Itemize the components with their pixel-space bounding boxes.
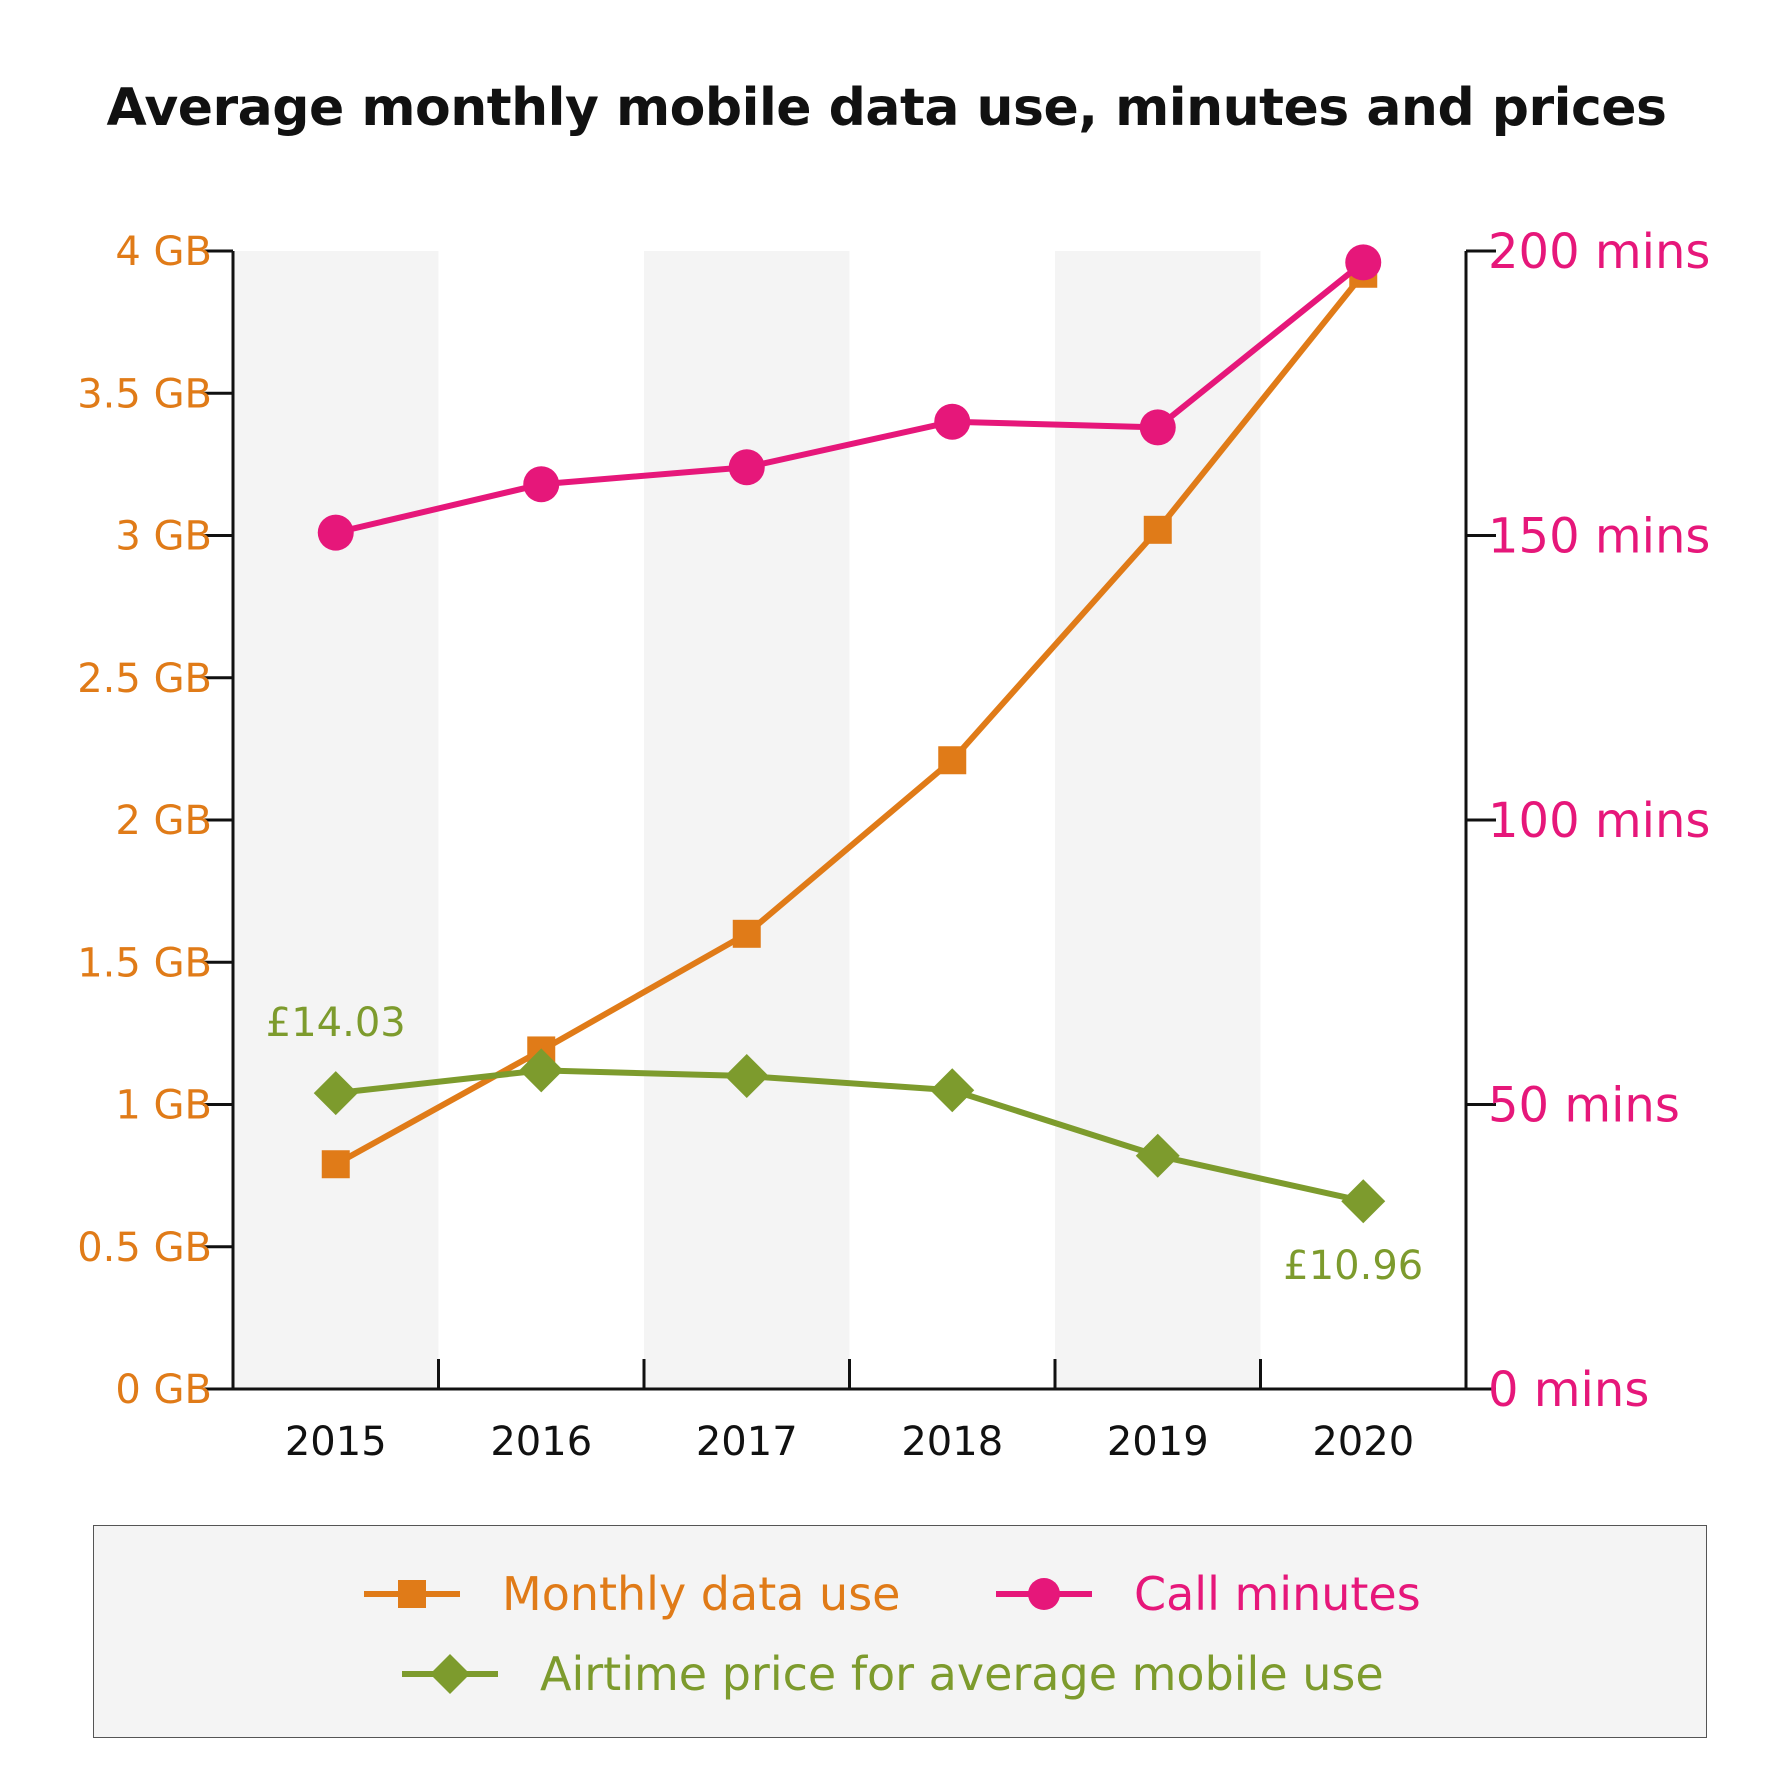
data-point-square bbox=[321, 1150, 350, 1179]
x-tick-label: 2015 bbox=[285, 1419, 387, 1465]
data-point-circle bbox=[1345, 244, 1382, 281]
background-band bbox=[233, 251, 439, 1389]
data-point-circle bbox=[1139, 409, 1176, 446]
legend: Monthly data use Call minutes Airtime pr… bbox=[93, 1525, 1707, 1738]
legend-label-monthly-data: Monthly data use bbox=[502, 1567, 901, 1621]
legend-circle-marker bbox=[996, 1578, 1092, 1610]
axis-labels: 0 GB 0.5 GB 1 GB 1.5 GB 2 GB 2.5 GB 3 GB 3.5 GB… bbox=[77, 224, 1710, 1465]
x-tick-label: 2020 bbox=[1312, 1419, 1414, 1465]
series-line-diamond bbox=[335, 1067, 1364, 1205]
right-tick-label: 0 mins bbox=[1488, 1362, 1649, 1418]
series-line-square bbox=[334, 271, 1366, 1167]
legend-label-call-minutes: Call minutes bbox=[1134, 1567, 1421, 1621]
x-tick-label: 2019 bbox=[1107, 1419, 1209, 1465]
series-layer bbox=[313, 244, 1386, 1224]
left-tick-label: 1.5 GB bbox=[77, 940, 212, 986]
price-annotation: £14.03 bbox=[266, 1000, 406, 1046]
right-tick-label: 200 mins bbox=[1488, 224, 1710, 280]
left-tick-label: 3 GB bbox=[115, 514, 212, 560]
data-point-circle bbox=[317, 514, 354, 551]
left-tick-label: 0 GB bbox=[115, 1367, 212, 1413]
left-tick-label: 1 GB bbox=[115, 1083, 212, 1129]
background-bands bbox=[233, 251, 1261, 1389]
chart-title: Average monthly mobile data use, minutes… bbox=[106, 78, 1667, 138]
data-point-diamond bbox=[313, 1071, 358, 1116]
x-tick-label: 2017 bbox=[696, 1419, 798, 1465]
data-point-diamond bbox=[1341, 1179, 1386, 1224]
axes bbox=[203, 249, 1496, 1391]
left-tick-label: 3.5 GB bbox=[77, 371, 212, 417]
x-tick-label: 2018 bbox=[901, 1419, 1003, 1465]
background-band bbox=[644, 251, 850, 1389]
data-point-diamond bbox=[519, 1048, 564, 1093]
legend-diamond-marker bbox=[402, 1654, 498, 1694]
left-tick-label: 2 GB bbox=[115, 798, 212, 844]
legend-item-airtime-price[interactable]: Airtime price for average mobile use bbox=[400, 1644, 1384, 1704]
left-tick-label: 2.5 GB bbox=[77, 656, 212, 702]
data-point-circle bbox=[934, 403, 971, 440]
data-point-square bbox=[732, 919, 761, 948]
right-tick-label: 150 mins bbox=[1488, 509, 1710, 565]
data-point-diamond bbox=[724, 1054, 769, 1099]
x-tick-label: 2016 bbox=[490, 1419, 592, 1465]
data-point-square bbox=[1143, 515, 1172, 544]
data-point-square bbox=[938, 746, 967, 775]
legend-item-monthly-data[interactable]: Monthly data use bbox=[362, 1564, 900, 1624]
series-line-circle bbox=[335, 260, 1366, 536]
left-tick-label: 4 GB bbox=[115, 229, 212, 275]
data-point-circle bbox=[728, 449, 765, 486]
data-point-circle bbox=[523, 466, 560, 503]
left-tick-label: 0.5 GB bbox=[77, 1225, 212, 1271]
data-point-diamond bbox=[1135, 1133, 1180, 1178]
data-point-diamond bbox=[930, 1068, 975, 1113]
price-annotation: £10.96 bbox=[1283, 1243, 1423, 1289]
right-tick-label: 50 mins bbox=[1488, 1078, 1680, 1134]
legend-item-call-minutes[interactable]: Call minutes bbox=[994, 1564, 1421, 1624]
right-tick-label: 100 mins bbox=[1488, 793, 1710, 849]
legend-label-airtime-price: Airtime price for average mobile use bbox=[540, 1647, 1384, 1701]
legend-square-marker bbox=[364, 1580, 460, 1608]
